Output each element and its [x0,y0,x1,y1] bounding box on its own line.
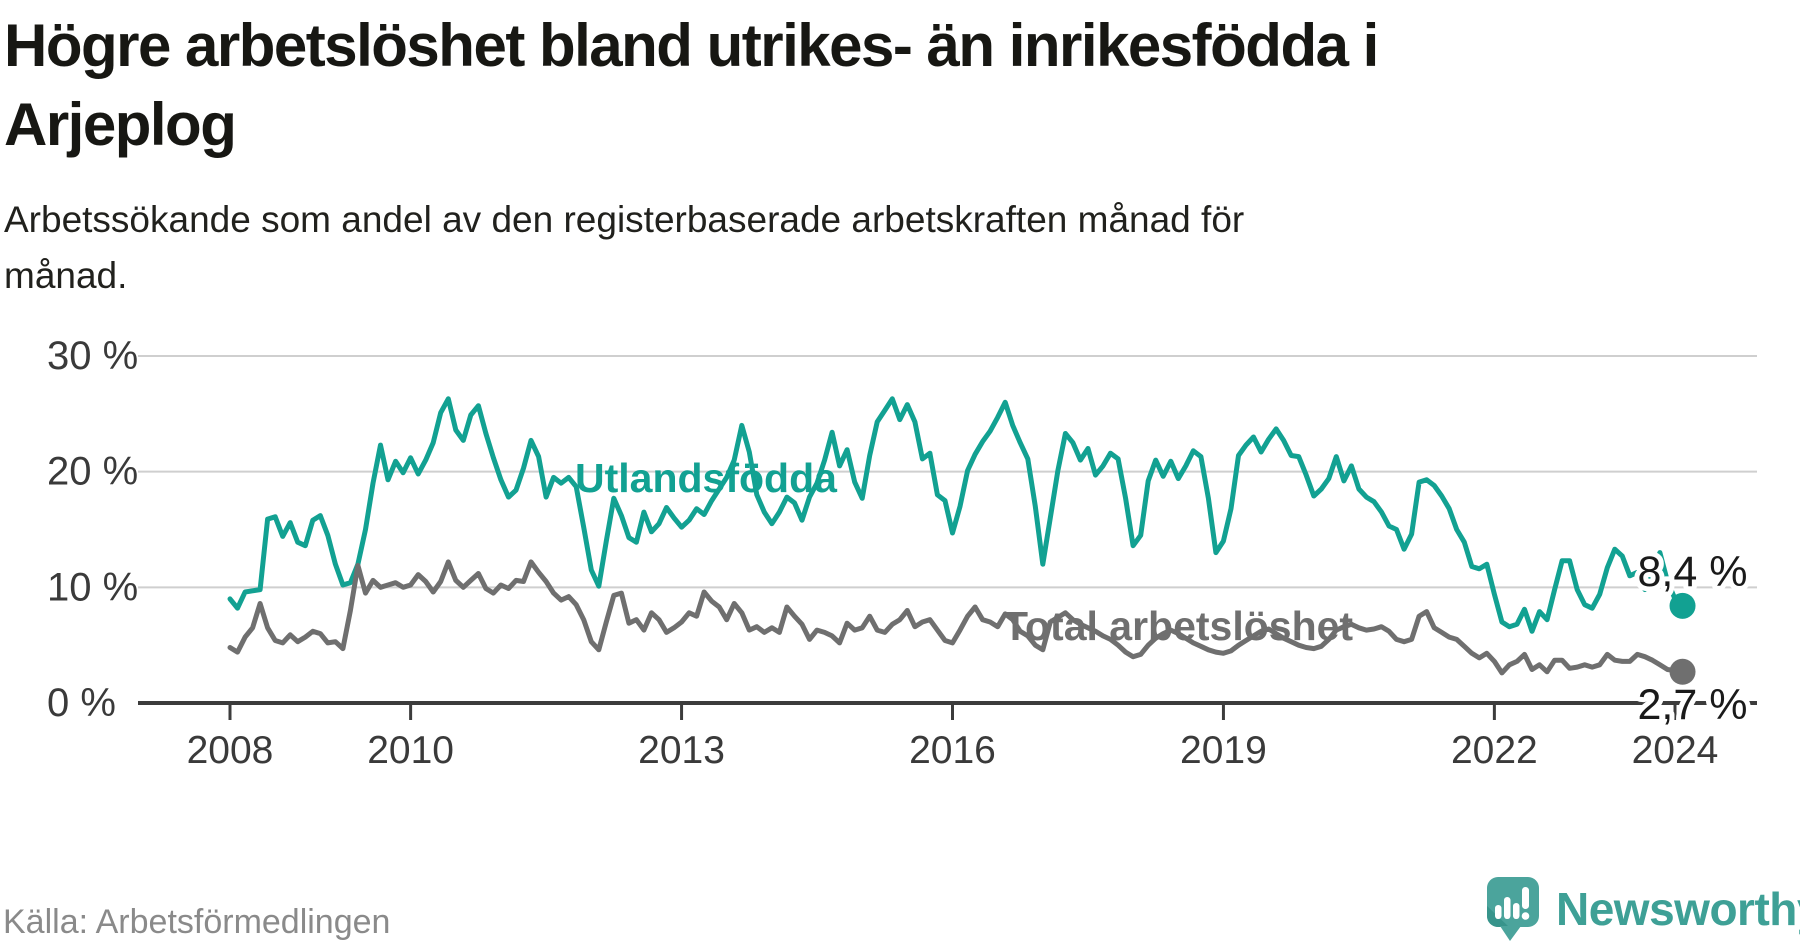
x-axis-label-2022: 2022 [1451,729,1538,772]
source-note: Källa: Arbetsförmedlingen [3,903,391,941]
subtitle-line-1: Arbetssökande som andel av den registerb… [4,199,1245,240]
x-axis-label-2013: 2013 [638,729,725,772]
subtitle-line-2: månad. [4,255,128,296]
newsworthy-wordmark: Newsworthy [1556,883,1800,935]
title-line-2: Arjeplog [4,91,237,158]
newsworthy-logo-icon [1487,877,1539,941]
series-line-utlandsfodda [227,396,1685,634]
series-line-total-arbetsloshet [227,559,1685,676]
y-axis-label-20: 20 % [47,450,138,494]
y-axis-label-30: 30 % [47,334,138,378]
end-value-label-utlandsfodda: 8,4 % [1638,548,1748,596]
title-line-1: Högre arbetslöshet bland utrikes- än inr… [4,12,1379,79]
end-dot-total-arbetsloshet [1669,658,1696,685]
y-axis-label-10: 10 % [47,565,138,609]
y-axis-label-0: 0 % [47,681,116,725]
x-axis-label-2019: 2019 [1180,729,1267,772]
end-value-label-total-arbetsloshet: 2,7 % [1638,681,1748,729]
x-axis-label-2024: 2024 [1632,729,1719,772]
x-axis-label-2016: 2016 [909,729,996,772]
x-axis-label-2008: 2008 [187,729,274,772]
series-label-total-arbetsloshet: Total arbetslöshet [1003,603,1353,649]
series-label-utlandsfodda: Utlandsfödda [575,455,838,501]
page-title: Högre arbetslöshet bland utrikes- än inr… [4,6,1379,164]
end-dot-utlandsfodda [1669,592,1696,619]
chart-subtitle: Arbetssökande som andel av den registerb… [4,192,1244,304]
newsworthy-branding: Newsworthy [1486,876,1800,942]
x-axis-label-2010: 2010 [367,729,454,772]
